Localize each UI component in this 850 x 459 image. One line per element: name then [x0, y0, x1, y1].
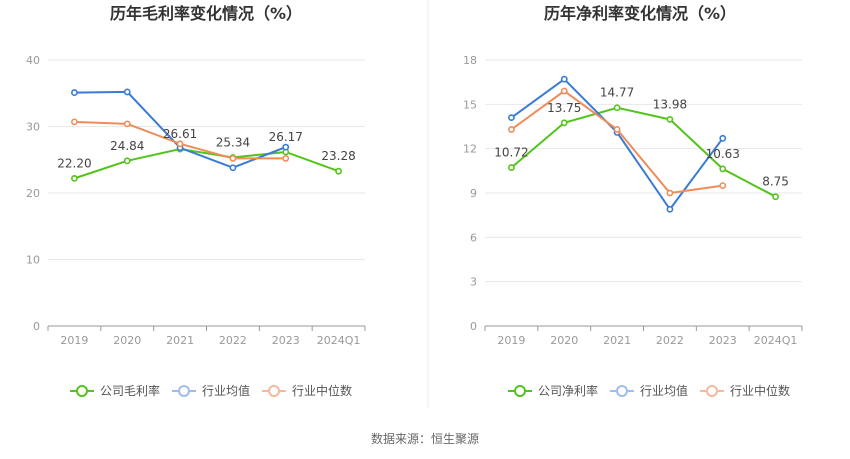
y-tick-label: 18 — [463, 54, 477, 67]
y-tick-label: 0 — [470, 320, 477, 333]
data-label: 14.77 — [600, 86, 634, 100]
data-point — [71, 174, 78, 182]
data-label: 23.28 — [321, 149, 355, 163]
data-point — [560, 87, 568, 95]
legend-label: 行业均值 — [202, 383, 250, 398]
chart-panel-1: 历年毛利率变化情况（%） 0 10 20 30 40 2019 2020 2021 2022 202… — [26, 4, 366, 398]
data-point — [71, 89, 78, 96]
legend-label: 行业均值 — [640, 383, 688, 398]
data-label: 13.75 — [547, 101, 581, 115]
data-point — [613, 126, 621, 133]
data-label: 13.98 — [653, 97, 687, 111]
legend-label: 行业中位数 — [292, 383, 352, 398]
legend-item-1: 公司毛利率 — [70, 383, 160, 398]
data-label: 10.72 — [494, 146, 528, 160]
legend-item-3: 行业中位数 — [262, 383, 352, 398]
y-tick-label: 3 — [470, 276, 477, 289]
series-line-1 — [510, 106, 777, 198]
data-point — [282, 143, 290, 151]
y-tick-label: 15 — [463, 98, 477, 111]
data-point — [719, 182, 727, 190]
legend-item-2: 行业均值 — [172, 383, 250, 398]
data-point — [176, 140, 184, 148]
legend-marker — [76, 385, 88, 397]
y-tick-label: 30 — [26, 121, 40, 134]
y-tick-label: 12 — [463, 143, 477, 156]
legend-marker — [616, 385, 628, 397]
data-label: 26.61 — [163, 127, 197, 141]
data-point — [71, 118, 78, 126]
legend-marker — [178, 385, 190, 397]
data-label: 10.63 — [706, 147, 740, 161]
y-tick-label: 9 — [470, 187, 477, 200]
data-point — [719, 165, 727, 173]
y-tick-label: 20 — [26, 187, 40, 200]
data-point — [666, 205, 674, 213]
data-point — [719, 134, 727, 142]
legend-marker — [268, 385, 280, 397]
chart-panel-2: 历年净利率变化情况（%） 0 3 6 9 12 15 18 2019 2020 2021 2022 20… — [463, 4, 803, 398]
legend-item-2: 行业均值 — [610, 383, 688, 398]
data-label: 8.75 — [762, 175, 789, 189]
y-tick-label: 10 — [26, 254, 40, 267]
legend-label: 公司毛利率 — [100, 383, 160, 398]
data-label: 24.84 — [110, 139, 144, 153]
data-point — [282, 155, 290, 162]
x-tick-label: 2023 — [709, 334, 737, 347]
data-label: 26.17 — [269, 130, 303, 144]
x-tick-label: 2019 — [60, 334, 88, 347]
data-point — [508, 164, 515, 171]
data-point — [666, 189, 674, 197]
data-point — [335, 167, 342, 175]
data-point — [123, 120, 131, 128]
data-label: 22.20 — [57, 156, 91, 170]
x-tick-label: 2021 — [166, 334, 194, 347]
data-point — [229, 155, 237, 162]
x-tick-label: 2019 — [497, 334, 525, 347]
x-tick-label: 2022 — [656, 334, 684, 347]
y-tick-label: 6 — [470, 231, 477, 244]
data-point — [613, 104, 621, 112]
data-point — [229, 164, 237, 172]
x-tick-label: 2020 — [113, 334, 141, 347]
data-point — [560, 75, 568, 83]
y-tick-label: 0 — [33, 320, 40, 333]
data-point — [666, 116, 674, 123]
x-tick-label: 2024Q1 — [317, 334, 361, 347]
data-point — [508, 126, 515, 133]
series-line-1 — [74, 148, 339, 180]
x-tick-label: 2024Q1 — [754, 334, 798, 347]
legend-item-1: 公司净利率 — [508, 383, 598, 398]
data-point — [123, 88, 131, 96]
x-tick-label: 2022 — [219, 334, 247, 347]
source-label: 数据来源：恒生聚源 — [371, 431, 479, 446]
legend-marker — [514, 385, 526, 397]
legend-label: 行业中位数 — [730, 383, 790, 398]
x-tick-label: 2023 — [272, 334, 300, 347]
y-tick-label: 40 — [26, 54, 40, 67]
legend-label: 公司净利率 — [538, 383, 598, 398]
data-label: 25.34 — [216, 135, 250, 149]
legend-item-3: 行业中位数 — [700, 383, 790, 398]
chart-title: 历年净利率变化情况（%） — [544, 4, 736, 23]
data-point — [772, 193, 779, 201]
x-tick-label: 2020 — [550, 334, 578, 347]
data-point — [508, 114, 515, 122]
x-tick-label: 2021 — [603, 334, 631, 347]
chart-title: 历年毛利率变化情况（%） — [110, 4, 302, 23]
data-point — [123, 157, 131, 165]
legend-marker — [706, 385, 718, 397]
data-point — [560, 119, 568, 127]
